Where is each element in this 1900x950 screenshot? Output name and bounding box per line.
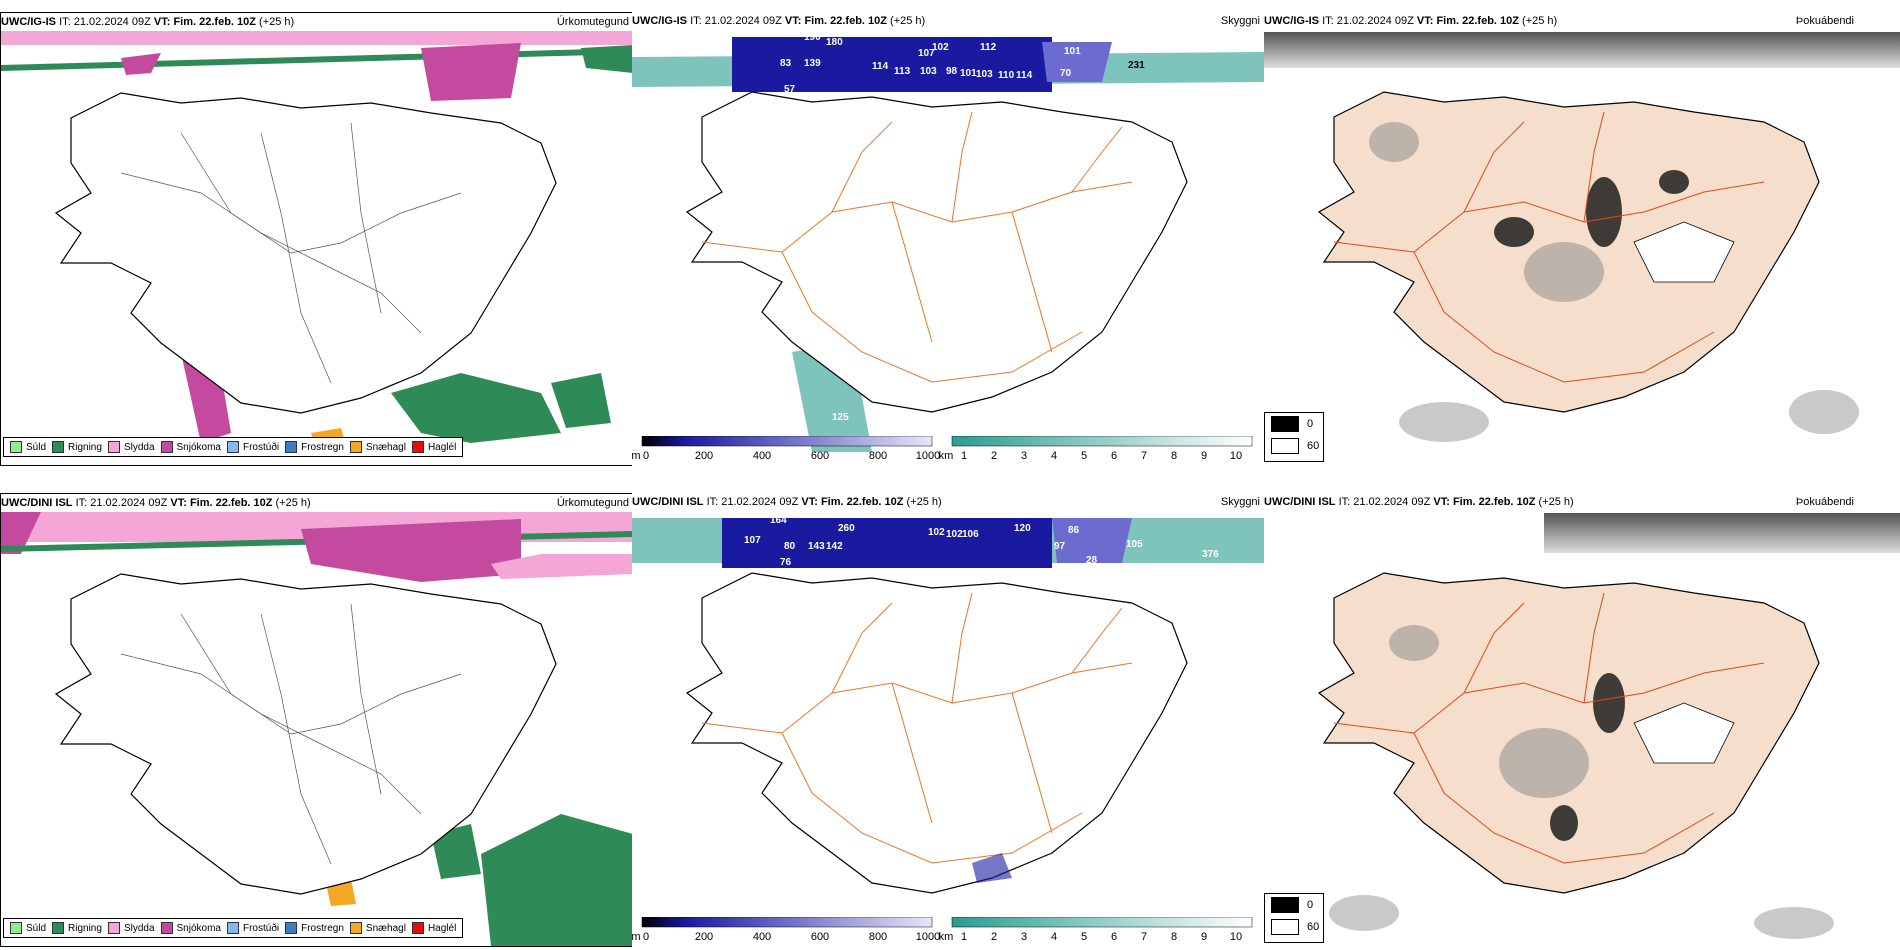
panel-title: Þokuábendi — [1795, 15, 1854, 27]
vis-label: 57 — [784, 84, 796, 95]
visibility-colorbar: m 0 200 400 600 800 1000 km 1 2 3 4 5 6 … — [632, 917, 1264, 947]
vis-label: 110 — [998, 70, 1015, 81]
vis-label: 114 — [872, 61, 889, 72]
fog-map — [1317, 513, 1900, 939]
vis-label: 260 — [838, 523, 855, 534]
vis-label: 139 — [804, 58, 821, 69]
fog-legend: 0 60 — [1264, 893, 1324, 943]
legend-item: Haglél — [411, 441, 456, 453]
panel-header: UWC/DINI ISL IT: 21.02.2024 09Z VT: Fim.… — [1264, 493, 1900, 511]
legend-item: Frostregn — [285, 922, 344, 934]
panel-header: UWC/IG-IS IT: 21.02.2024 09Z VT: Fim. 22… — [1264, 12, 1900, 30]
legend-item: Frostúði — [226, 441, 279, 453]
vis-label: 102 — [946, 529, 963, 540]
vis-label: 98 — [946, 66, 958, 77]
vis-label: 114 — [1016, 70, 1033, 81]
vis-label: 120 — [1014, 523, 1031, 534]
panel-title: Úrkomutegund — [556, 497, 629, 509]
vis-label: 231 — [1128, 60, 1145, 71]
legend-item: Snjókoma — [160, 441, 221, 453]
vis-label: 101 — [1064, 46, 1081, 57]
precip-legend: Súld Rigning Slydda Snjókoma Frostúði Fr… — [3, 918, 464, 938]
fog-index-panel-row1: UWC/IG-IS IT: 21.02.2024 09Z VT: Fim. 22… — [1264, 12, 1900, 466]
legend-item: Snæhagl — [349, 441, 406, 453]
vis-label: 143 — [808, 541, 825, 552]
vis-label: 190 — [804, 32, 821, 43]
legend-item: Súld — [10, 441, 46, 453]
panel-title: Skyggni — [1220, 496, 1260, 508]
precip-type-panel-row2: UWC/DINI ISL IT: 21.02.2024 09Z VT: Fim.… — [0, 493, 634, 947]
vis-label: 97 — [1054, 541, 1066, 552]
vis-label: 76 — [780, 557, 792, 568]
legend-item: Rigning — [52, 441, 102, 453]
vis-label: 28 — [1086, 555, 1098, 566]
vis-label: 105 — [1126, 539, 1143, 550]
vis-label: 180 — [826, 37, 843, 48]
panel-title: Skyggni — [1220, 15, 1260, 27]
colorbar-scale — [641, 917, 1253, 928]
precip-map — [1, 31, 633, 447]
vis-label: 83 — [780, 58, 792, 69]
vis-label: 103 — [976, 69, 993, 80]
vis-label: 103 — [920, 66, 937, 77]
visibility-colorbar: m 0 200 400 600 800 1000 km 1 2 3 4 5 6 … — [632, 436, 1264, 466]
vis-label: 112 — [980, 42, 997, 53]
vis-label: 106 — [962, 529, 979, 540]
legend-item: Frostúði — [226, 922, 279, 934]
vis-label: 116 — [1242, 408, 1259, 419]
vis-label: 102 — [932, 42, 949, 53]
legend-item: Snæhagl — [349, 922, 406, 934]
vis-label: 80 — [784, 541, 796, 552]
vis-label: 125 — [832, 412, 849, 423]
panel-header: UWC/DINI ISL IT: 21.02.2024 09Z VT: Fim.… — [1, 494, 633, 512]
fog-index-panel-row2: UWC/DINI ISL IT: 21.02.2024 09Z VT: Fim.… — [1264, 493, 1900, 947]
legend-item: Súld — [10, 922, 46, 934]
legend-item: Frostregn — [285, 441, 344, 453]
panel-title: Þokuábendi — [1795, 496, 1854, 508]
vis-label: 142 — [826, 541, 843, 552]
vis-label: 101 — [960, 68, 977, 79]
colorbar-scale — [641, 436, 1253, 447]
vis-label: 113 — [894, 66, 911, 77]
fog-legend: 0 60 — [1264, 412, 1324, 462]
precip-map — [1, 512, 633, 946]
vis-label: 107 — [744, 535, 761, 546]
fog-map — [1264, 32, 1900, 442]
legend-item: Slydda — [107, 441, 155, 453]
panel-header: UWC/IG-IS IT: 21.02.2024 09Z VT: Fim. 22… — [1, 13, 633, 31]
visibility-map — [632, 518, 1264, 894]
visibility-panel-row1: UWC/IG-IS IT: 21.02.2024 09Z VT: Fim. 22… — [632, 12, 1264, 466]
panel-header: UWC/IG-IS IT: 21.02.2024 09Z VT: Fim. 22… — [632, 12, 1264, 30]
precip-legend: Súld Rigning Slydda Snjókoma Frostúði Fr… — [3, 437, 464, 457]
visibility-map — [632, 37, 1264, 452]
vis-label: 70 — [1060, 68, 1072, 79]
visibility-panel-row2: UWC/DINI ISL IT: 21.02.2024 09Z VT: Fim.… — [632, 493, 1264, 947]
legend-item: Slydda — [107, 922, 155, 934]
legend-item: Rigning — [52, 922, 102, 934]
panel-header: UWC/DINI ISL IT: 21.02.2024 09Z VT: Fim.… — [632, 493, 1264, 511]
vis-label: 102 — [928, 527, 945, 538]
vis-label: 86 — [1068, 525, 1080, 536]
vis-label: 164 — [770, 515, 787, 526]
vis-label: 107 — [918, 48, 935, 59]
vis-label: 376 — [1202, 549, 1219, 560]
legend-item: Haglél — [411, 922, 456, 934]
panel-title: Úrkomutegund — [556, 16, 629, 28]
legend-item: Snjókoma — [160, 922, 221, 934]
precip-type-panel-row1: UWC/IG-IS IT: 21.02.2024 09Z VT: Fim. 22… — [0, 12, 634, 466]
